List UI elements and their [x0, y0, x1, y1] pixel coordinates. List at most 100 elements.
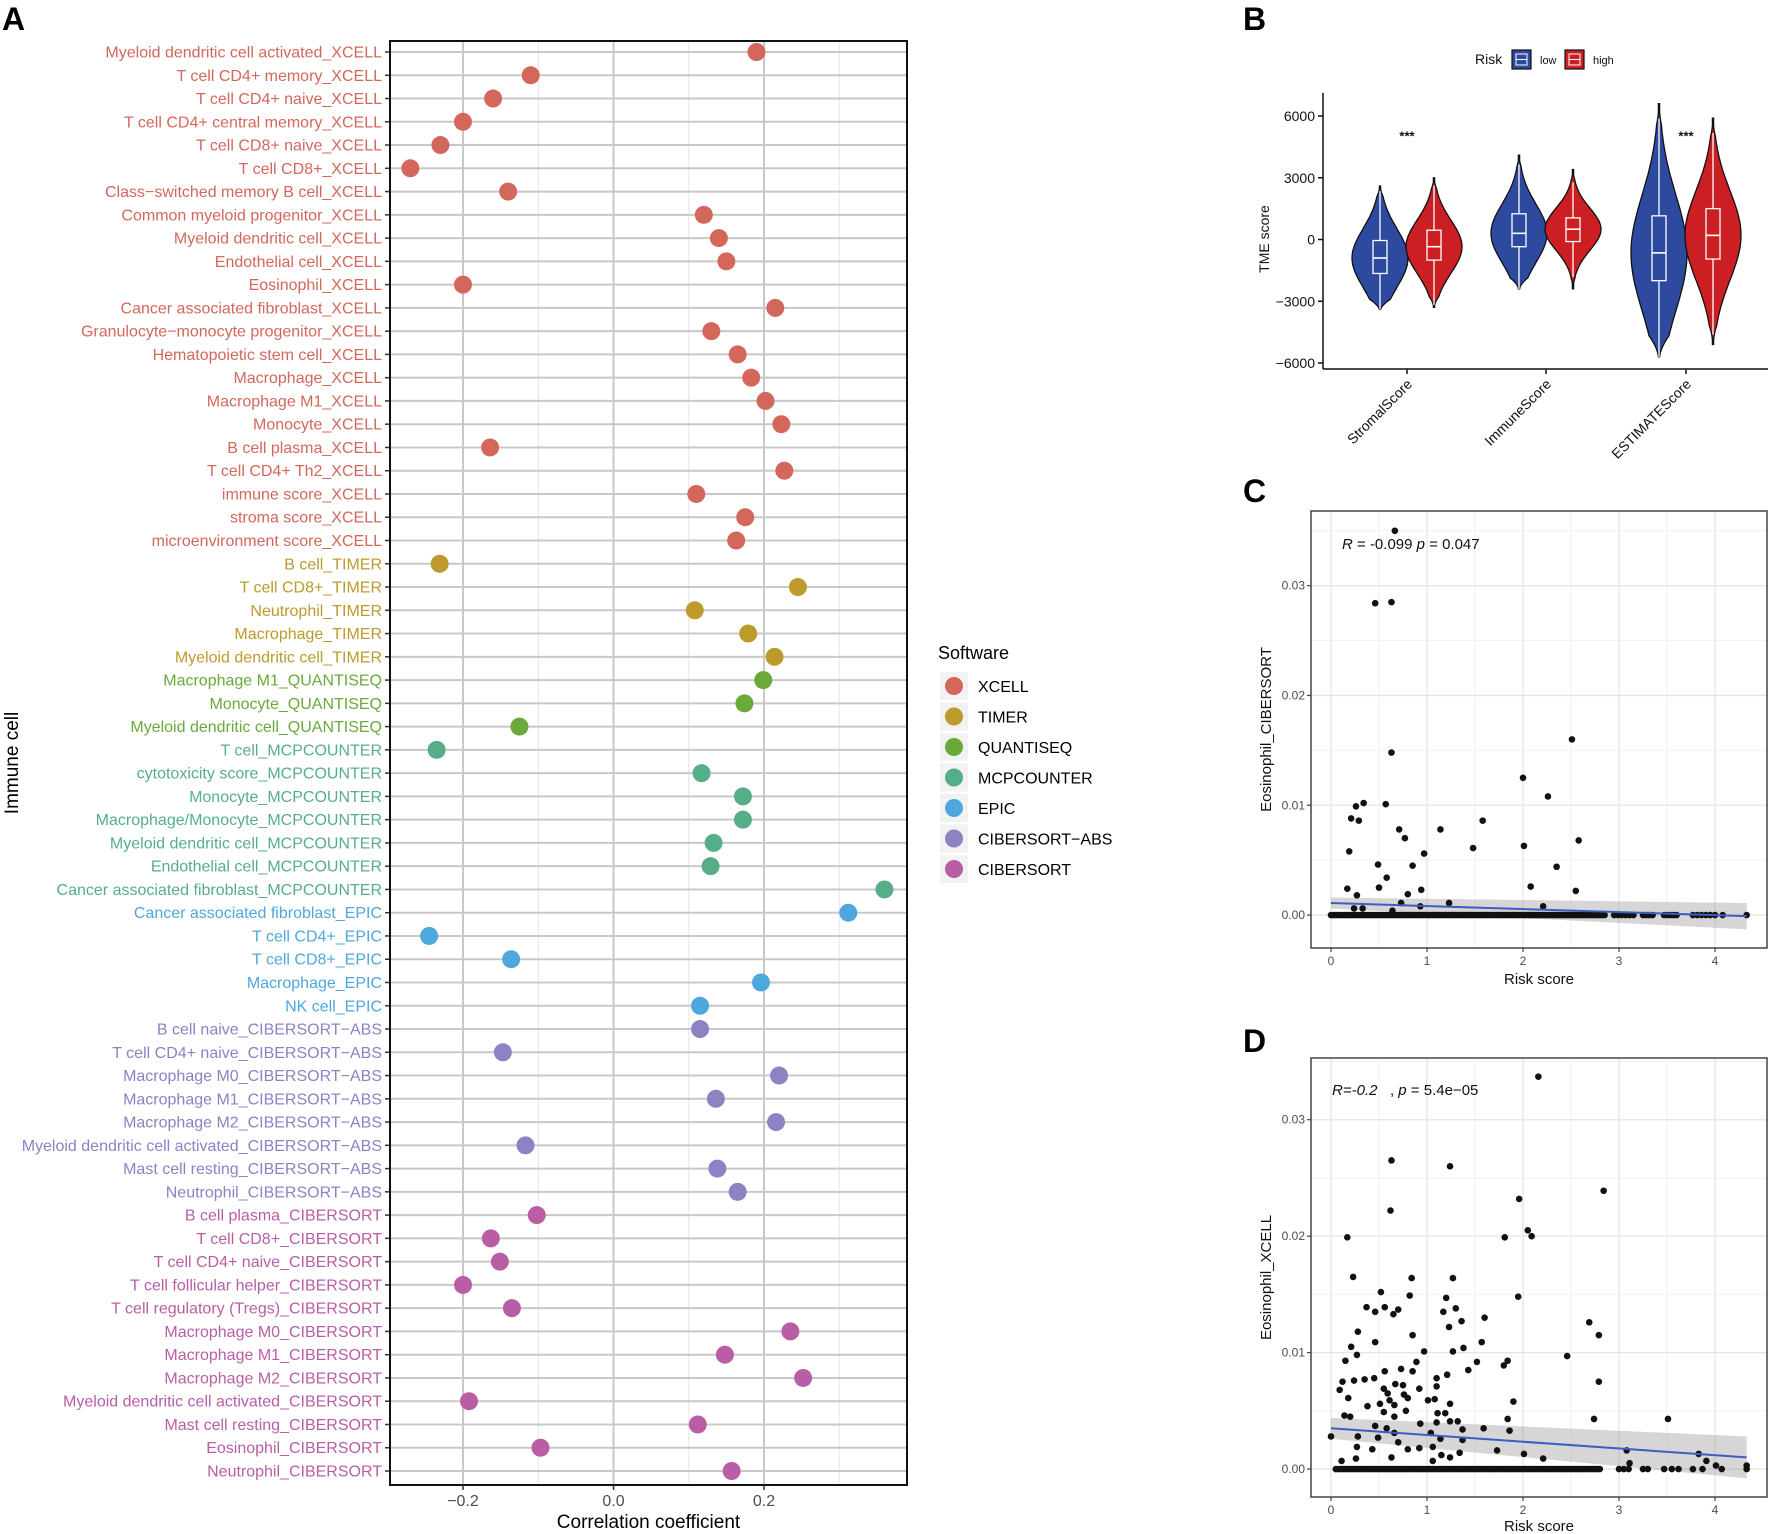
x-tick-label: 2 [1520, 1503, 1527, 1517]
x-tick-label: 4 [1712, 954, 1719, 968]
data-point [1595, 1331, 1603, 1339]
data-point [1404, 1394, 1412, 1402]
data-point [1339, 1378, 1346, 1386]
panel-label-a: A [2, 1, 25, 37]
data-point [1712, 1462, 1720, 1469]
data-point [1413, 1358, 1420, 1366]
immune-cell-label: Monocyte_XCELL [253, 417, 382, 434]
correlation-point [516, 1136, 535, 1155]
immune-cell-label: T cell CD8+_CIBERSORT [196, 1231, 382, 1248]
data-point [1416, 1420, 1424, 1427]
correlation-point [766, 298, 785, 317]
data-point [1409, 862, 1416, 869]
correlation-point [775, 461, 794, 480]
correlation-point [401, 159, 420, 178]
data-point [1473, 1358, 1481, 1366]
immune-cell-label: Macrophage_XCELL [233, 370, 382, 387]
data-point [1424, 1397, 1432, 1404]
boxplot-box [1511, 213, 1527, 248]
immune-cell-label: Macrophage M1_XCELL [207, 393, 382, 410]
data-point [1433, 1374, 1440, 1382]
correlation-point [704, 833, 723, 852]
data-point [1416, 1444, 1423, 1452]
correlation-point [453, 275, 472, 294]
immune-cell-label: Myeloid dendritic cell_MCPCOUNTER [110, 835, 382, 852]
data-point [1520, 1450, 1528, 1458]
plot-border [389, 40, 908, 1486]
x-axis-title: Risk score [1504, 1518, 1574, 1534]
x-tick-label: 0.2 [753, 1493, 775, 1510]
data-point [1429, 1457, 1437, 1465]
data-point [1478, 1338, 1486, 1346]
data-point [1743, 1462, 1750, 1469]
correlation-point [502, 1299, 521, 1318]
data-point [1371, 599, 1379, 607]
correlation-point [715, 1345, 734, 1364]
immune-cell-label: T cell CD4+ naive_XCELL [196, 91, 382, 108]
legend-title: Software [938, 643, 1009, 663]
data-point [1601, 911, 1608, 919]
data-point [1381, 1367, 1389, 1375]
data-point [1524, 1227, 1532, 1234]
annotation-stat-label: R=-0.2 [1332, 1082, 1378, 1099]
data-point [1381, 1303, 1389, 1311]
immune-cell-label: Mast cell resting_CIBERSORT−ABS [123, 1161, 382, 1178]
annotation-stat-label: R [1342, 536, 1353, 553]
immune-cell-label: NK cell_EPIC [285, 998, 382, 1015]
x-tick-label: ImmuneScore [1481, 376, 1554, 449]
immune-cell-label: Hematopoietic stem cell_XCELL [153, 347, 383, 364]
immune-cell-label: Monocyte_MCPCOUNTER [189, 789, 382, 806]
correlation-point [839, 903, 858, 922]
immune-cell-label: B cell plasma_XCELL [227, 440, 382, 457]
immune-cell-label: Cancer associated fibroblast_XCELL [121, 300, 383, 317]
data-point [1408, 1274, 1415, 1282]
correlation-point [688, 1415, 707, 1434]
legend-key-cibersort−abs [945, 829, 963, 848]
correlation-point [794, 1368, 813, 1387]
plot-border [1310, 1057, 1768, 1498]
legend-title: Risk [1475, 51, 1503, 67]
data-point [1572, 887, 1580, 895]
y-tick-label: 0.00 [1282, 1462, 1306, 1476]
x-tick-label: 1 [1424, 1503, 1431, 1517]
data-point [1349, 1273, 1357, 1281]
data-point [1664, 1415, 1672, 1423]
data-point [1389, 907, 1396, 914]
data-point [1409, 1331, 1416, 1339]
plot-background [1311, 1058, 1767, 1497]
immune-cell-label: B cell plasma_CIBERSORT [185, 1208, 382, 1225]
x-tick-label: 3 [1616, 954, 1623, 968]
annotation-value: = 0.047 [1425, 536, 1480, 553]
data-point [1352, 1455, 1360, 1462]
data-point [1345, 848, 1353, 855]
data-point [1575, 837, 1582, 844]
data-point [1644, 1465, 1652, 1473]
immune-cell-label: Neutrophil_TIMER [250, 603, 382, 620]
immune-cell-label: Neutrophil_CIBERSORT−ABS [166, 1184, 382, 1201]
data-point [1481, 1314, 1488, 1321]
correlation-annotation: R = -0.099 p = 0.047 [1342, 536, 1480, 553]
data-point [1354, 1433, 1362, 1440]
data-point [1354, 1328, 1362, 1335]
immune-cell-label: Endothelial cell_MCPCOUNTER [151, 859, 382, 876]
data-point [1420, 1348, 1428, 1355]
y-tick-label: 0.01 [1282, 1346, 1306, 1360]
correlation-point [736, 508, 755, 527]
data-point [1454, 1418, 1462, 1425]
data-point [1458, 1317, 1465, 1325]
correlation-point [727, 531, 746, 550]
correlation-point [702, 322, 721, 341]
data-point [1639, 1465, 1647, 1473]
data-point [1363, 1303, 1370, 1311]
correlation-point [427, 740, 446, 759]
legend-label: XCELL [978, 679, 1029, 696]
immune-cell-label: Macrophage_TIMER [234, 626, 382, 643]
legend-label: MCPCOUNTER [978, 771, 1093, 788]
data-point [1388, 598, 1395, 606]
correlation-point [481, 1229, 500, 1248]
immune-cell-label: T cell CD8+_EPIC [252, 952, 382, 969]
legend-key-xcell [945, 677, 963, 695]
data-point [1387, 1207, 1394, 1214]
data-point [1433, 1383, 1440, 1390]
